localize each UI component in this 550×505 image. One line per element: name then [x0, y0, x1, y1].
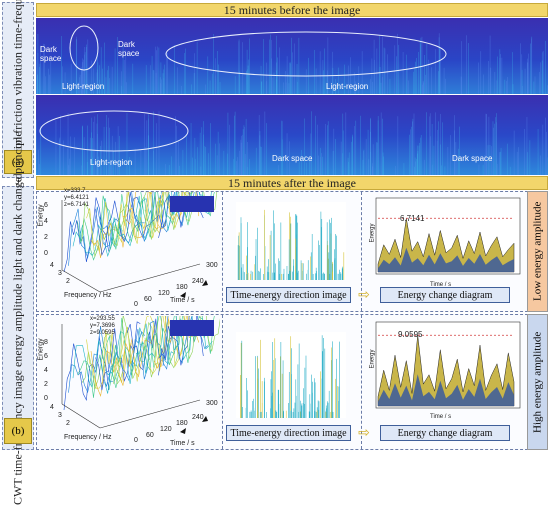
time-label-low: Time / s: [170, 297, 195, 304]
section-b-frame: [2, 186, 34, 450]
freq-tick-high-2: 3: [58, 412, 62, 419]
light-region-ellipse-bottom: [39, 110, 189, 152]
freq-tick-high-3: 2: [66, 420, 70, 427]
time-tick-high-3: 180: [176, 420, 188, 427]
right-arrow-icon-high: ⇨: [358, 425, 370, 441]
surface-plot-high: [61, 316, 220, 434]
amp-label-high: High energy amplitude: [527, 314, 548, 450]
time-axis-label-low-chart: Time / s: [430, 282, 452, 288]
freq-tick-low-2: 3: [58, 270, 62, 277]
panel-2-divider-1: [222, 315, 223, 449]
time-tick-low-0: 0: [134, 301, 138, 308]
section-b-tag: (b): [4, 418, 32, 444]
section-b-title: CWT time-frequency image energy amplitud…: [10, 131, 25, 505]
peak-value-low: 6.7141: [400, 214, 425, 223]
energy-change-chart-high: [375, 321, 521, 409]
dark-space-label-1: Dark space: [40, 45, 62, 63]
frequency-label-low: Frequency / Hz: [64, 292, 112, 299]
energy-axis-label-low: Energy: [37, 204, 45, 227]
rotate-arrow-icon-low-1: [180, 292, 186, 298]
light-region-label-1: Light-region: [62, 82, 105, 91]
direction-image-low: [236, 202, 346, 280]
time-tick-high-4: 240: [192, 414, 204, 421]
light-region-label-3: Light-region: [90, 158, 133, 167]
time-tick-high-0: 0: [134, 437, 138, 444]
direction-image-label-low: Time-energy direction image: [226, 287, 351, 303]
peak-value-high: 9.0595: [398, 330, 423, 339]
annotation-low: x=333.7 y=6.4121 z=6.7141: [64, 188, 89, 208]
surface-plot-low: [61, 192, 218, 298]
freq-tick-high-1: 4: [50, 404, 54, 411]
energy-axis-label-high-chart: Energy: [369, 349, 376, 369]
right-arrow-icon-low: ⇨: [358, 287, 370, 303]
time-axis-label-high-chart: Time / s: [430, 414, 452, 420]
time-tick-low-3: 180: [176, 284, 188, 291]
panel-1-divider-2: [361, 192, 362, 311]
freq-tick-low-3: 2: [66, 278, 70, 285]
energy-ticks-low: 6 4 2 0: [44, 202, 48, 257]
time-tick-high-2: 120: [160, 426, 172, 433]
light-region-ellipse-large: [165, 31, 447, 77]
spectrogram-after: [36, 95, 548, 175]
amp-label-low: Low energy amplitude: [527, 191, 548, 312]
annotation-high: x=293.55 y=7.3696 z=9.0595: [90, 316, 115, 336]
section-a-tag: (a): [4, 150, 32, 174]
light-region-label-2: Light-region: [326, 82, 369, 91]
time-label-high: Time / s: [170, 440, 195, 447]
rotate-arrow-icon-high-2: [202, 416, 208, 422]
dark-space-label-2: Dark space: [118, 40, 140, 58]
energy-axis-label-low-chart: Energy: [369, 223, 376, 243]
direction-image-label-high: Time-energy direction image: [226, 425, 351, 441]
change-diagram-label-low: Energy change diagram: [380, 287, 510, 303]
change-diagram-label-high: Energy change diagram: [380, 425, 510, 441]
energy-ticks-high: 8 6 4 2 0: [44, 339, 48, 402]
time-tick-high-5: 300: [206, 400, 218, 407]
section-a-frame: [2, 2, 34, 178]
energy-change-chart-low: [375, 197, 521, 275]
time-tick-low-5: 300: [206, 262, 218, 269]
time-tick-high-1: 60: [146, 432, 154, 439]
rotate-arrow-icon-high-1: [180, 428, 186, 434]
energy-area-lower: [378, 374, 514, 406]
time-tick-low-2: 120: [158, 290, 170, 297]
light-region-ellipse-small: [69, 25, 99, 71]
energy-area-lower: [378, 247, 514, 272]
freq-tick-low-1: 4: [50, 262, 54, 269]
dark-space-label-3: Dark space: [272, 154, 313, 163]
spectrogram-before: [36, 18, 548, 94]
dark-space-label-4: Dark space: [452, 154, 493, 163]
panel-1-divider-1: [222, 192, 223, 311]
rotate-arrow-icon-low-2: [202, 280, 208, 286]
energy-axis-label-high: Energy: [37, 338, 45, 361]
time-tick-low-4: 240: [192, 278, 204, 285]
banner-before: 15 minutes before the image: [36, 3, 548, 17]
frequency-label-high: Frequency / Hz: [64, 434, 112, 441]
time-tick-low-1: 60: [144, 296, 152, 303]
banner-after: 15 minutes after the image: [36, 176, 548, 190]
panel-2-divider-2: [361, 315, 362, 449]
direction-image-high: [236, 332, 346, 418]
